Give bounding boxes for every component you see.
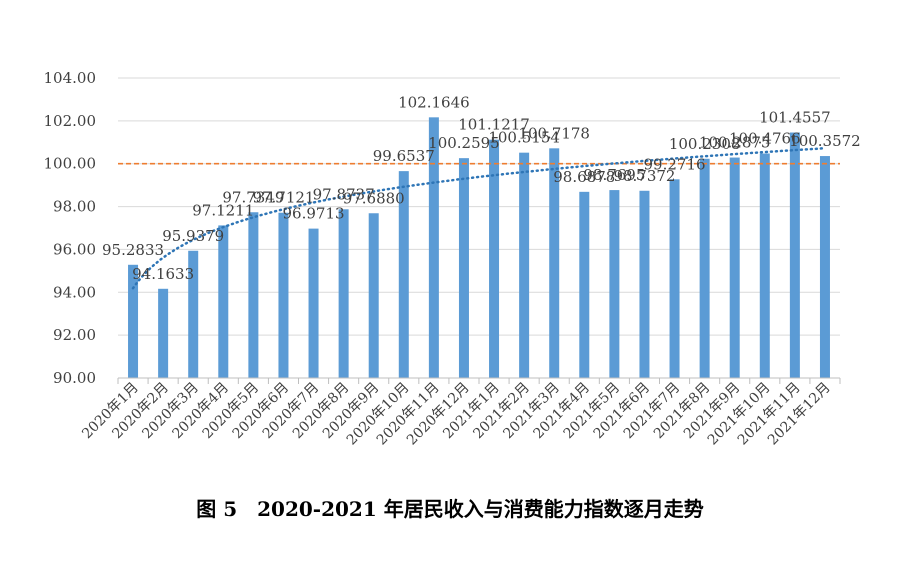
bar bbox=[609, 190, 620, 378]
data-label: 95.2833 bbox=[102, 241, 164, 259]
data-label: 95.9379 bbox=[162, 227, 224, 245]
data-label: 96.9713 bbox=[283, 205, 345, 223]
bar bbox=[308, 228, 319, 378]
data-label: 100.2875 bbox=[699, 134, 771, 152]
bar bbox=[218, 225, 229, 378]
bar-chart: 90.00 92.00 94.00 96.00 98.00 100.00 102.00 104… bbox=[44, 69, 861, 448]
y-tick-label: 90.00 bbox=[53, 369, 96, 387]
data-label: 102.1646 bbox=[398, 93, 470, 111]
data-label: 98.7695 bbox=[583, 166, 645, 184]
bar bbox=[248, 212, 259, 378]
bar bbox=[428, 117, 439, 378]
data-label: 100.5154 bbox=[488, 129, 560, 147]
bar bbox=[669, 179, 680, 378]
y-tick-label: 100.00 bbox=[44, 155, 97, 173]
data-label: 100.4766 bbox=[729, 130, 801, 148]
bar bbox=[398, 171, 409, 378]
bars bbox=[128, 117, 830, 378]
bar bbox=[729, 157, 740, 378]
bar bbox=[789, 132, 800, 378]
data-label: 97.7349 bbox=[222, 188, 284, 206]
data-label: 100.2595 bbox=[428, 134, 500, 152]
data-label: 98.7372 bbox=[613, 167, 675, 185]
data-label: 97.8737 bbox=[313, 185, 375, 203]
data-label: 101.4557 bbox=[759, 109, 831, 127]
bar bbox=[519, 152, 530, 378]
data-labels: 95.2833 94.1633 95.9379 97.121197.734997.71… bbox=[102, 93, 861, 282]
bar bbox=[759, 153, 770, 378]
data-label: 100.7178 bbox=[518, 124, 590, 142]
figure-caption: 图 5 2020-2021 年居民收入与消费能力指数逐月走势 bbox=[196, 497, 704, 521]
bar bbox=[458, 158, 469, 378]
bar bbox=[278, 212, 289, 378]
data-label: 100.2308 bbox=[669, 135, 741, 153]
y-tick-label: 98.00 bbox=[53, 198, 96, 216]
bar bbox=[639, 190, 650, 378]
data-label: 97.6880 bbox=[343, 189, 405, 207]
bar bbox=[158, 288, 169, 378]
data-label: 100.3572 bbox=[789, 132, 861, 150]
bar bbox=[699, 158, 710, 378]
data-label: 101.1217 bbox=[458, 116, 530, 134]
bar bbox=[338, 209, 349, 378]
y-tick-label: 94.00 bbox=[53, 283, 96, 301]
trendline-path bbox=[131, 146, 827, 290]
y-tick-label: 104.00 bbox=[44, 69, 97, 87]
data-label: 99.2716 bbox=[644, 155, 706, 173]
data-label: 99.6537 bbox=[373, 147, 435, 165]
y-tick-label: 92.00 bbox=[53, 326, 96, 344]
bar bbox=[579, 191, 590, 378]
bar bbox=[819, 156, 830, 378]
bar bbox=[489, 139, 500, 378]
data-label: 98.6878 bbox=[553, 168, 615, 186]
trendline bbox=[131, 146, 827, 290]
bar bbox=[549, 148, 560, 378]
data-label: 97.1211 bbox=[192, 201, 254, 219]
x-axis: 2020年1月2020年2月2020年3月2020年4月2020年5月2020年… bbox=[79, 377, 841, 448]
y-axis: 90.00 92.00 94.00 96.00 98.00 100.00 102.00 104… bbox=[44, 69, 97, 387]
data-label: 94.1633 bbox=[132, 265, 194, 283]
y-tick-label: 96.00 bbox=[53, 240, 96, 258]
bar bbox=[128, 264, 139, 378]
bar bbox=[368, 213, 379, 378]
y-tick-label: 102.00 bbox=[44, 112, 97, 130]
data-label: 97.7121 bbox=[252, 189, 314, 207]
bar bbox=[188, 250, 199, 378]
